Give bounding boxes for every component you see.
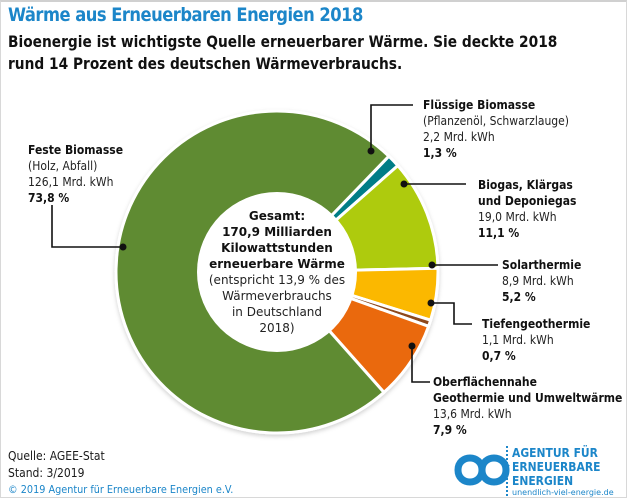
leader-dot-tiefengeothermie [427, 299, 435, 307]
center-line-7: in Deutschland [231, 305, 323, 319]
label-percent: 1,3 % [423, 146, 457, 160]
label-name: Flüssige Biomasse [423, 98, 536, 112]
label-tiefengeothermie: Tiefengeothermie 1,1 Mrd. kWh 0,7 % [482, 316, 590, 364]
label-value: 2,2 Mrd. kWh [423, 130, 495, 144]
leader-dot-fluessige-biomasse [367, 147, 375, 155]
label-oberflaechennahe: Oberflächennahe Geothermie und Umweltwär… [433, 374, 622, 438]
label-biogas: Biogas, Klärgas und Deponiegas 19,0 Mrd.… [478, 177, 576, 241]
logo-wordmark: AGENTUR FÜR ERNEUERBARE ENERGIEN [512, 446, 600, 488]
label-percent: 7,9 % [433, 423, 467, 437]
chart-subtitle: Bioenergie ist wichtigste Quelle erneuer… [8, 31, 557, 75]
label-solarthermie: Solarthermie 8,9 Mrd. kWh 5,2 % [502, 257, 581, 305]
logo-line-3: ENERGIEN [512, 473, 574, 488]
center-line-6: Wärmeverbrauchs [222, 289, 332, 303]
label-value: 19,0 Mrd. kWh [478, 210, 557, 224]
center-total-label: Gesamt: 170,9 Milliarden Kilowattstunden… [197, 208, 357, 336]
logo-divider [506, 446, 510, 496]
label-name: Tiefengeothermie [482, 317, 591, 331]
leader-dot-biogas [400, 180, 408, 188]
leader-tiefengeothermie [431, 302, 472, 325]
label-name: Solarthermie [502, 258, 582, 272]
label-percent: 11,1 % [478, 226, 520, 240]
leader-oberflaechennahe [411, 346, 430, 383]
source-text: Quelle: AGEE-Stat [8, 449, 105, 463]
subtitle-line-2: rund 14 Prozent des deutschen Wärmeverbr… [8, 54, 403, 73]
label-detail: (Holz, Abfall) [28, 159, 98, 173]
center-line-2: 170,9 Milliarden [222, 225, 332, 239]
chart-title: Wärme aus Erneuerbaren Energien 2018 [8, 4, 363, 26]
copyright-text: © 2019 Agentur für Erneuerbare Energien … [8, 483, 234, 496]
subtitle-line-1: Bioenergie ist wichtigste Quelle erneuer… [8, 32, 558, 51]
donut-hole [197, 192, 357, 352]
center-line-3: Kilowattstunden [221, 241, 333, 255]
center-line-1: Gesamt: [248, 209, 306, 223]
center-line-5: (entspricht 13,9 % des [208, 273, 346, 287]
label-name-line-1: Biogas, Klärgas [478, 178, 573, 192]
label-value: 13,6 Mrd. kWh [433, 407, 512, 421]
label-value: 8,9 Mrd. kWh [502, 274, 574, 288]
logo-line-1: AGENTUR FÜR [512, 445, 598, 460]
leader-fluessige-biomasse [370, 104, 413, 151]
label-percent: 73,8 % [28, 191, 70, 205]
label-feste-biomasse: Feste Biomasse (Holz, Abfall) 126,1 Mrd.… [28, 142, 123, 206]
label-name-line-2: und Deponiegas [478, 194, 577, 208]
label-detail: (Pflanzenöl, Schwarzlauge) [423, 114, 570, 128]
source-note: Quelle: AGEE-Stat Stand: 3/2019 [8, 448, 105, 482]
stand-text: Stand: 3/2019 [8, 466, 85, 480]
logo-line-2: ERNEUERBARE [512, 459, 601, 474]
leader-dot-solarthermie [428, 261, 436, 269]
leader-feste-biomasse [51, 205, 123, 248]
label-name: Feste Biomasse [28, 143, 124, 157]
leader-dot-feste-biomasse [119, 243, 127, 251]
label-percent: 5,2 % [502, 290, 536, 304]
logo-url: unendlich-viel-energie.de [512, 488, 614, 497]
label-percent: 0,7 % [482, 349, 516, 363]
leader-dot-oberflaechennahe [408, 342, 416, 350]
label-name-line-1: Oberflächennahe [433, 375, 537, 389]
label-value: 1,1 Mrd. kWh [482, 333, 554, 347]
center-line-4: erneuerbare Wärme [209, 257, 345, 271]
label-value: 126,1 Mrd. kWh [28, 175, 114, 189]
label-fluessige-biomasse: Flüssige Biomasse (Pflanzenöl, Schwarzla… [423, 97, 569, 161]
center-line-8: 2018) [259, 321, 295, 335]
label-name-line-2: Geothermie und Umweltwärme [433, 391, 623, 405]
